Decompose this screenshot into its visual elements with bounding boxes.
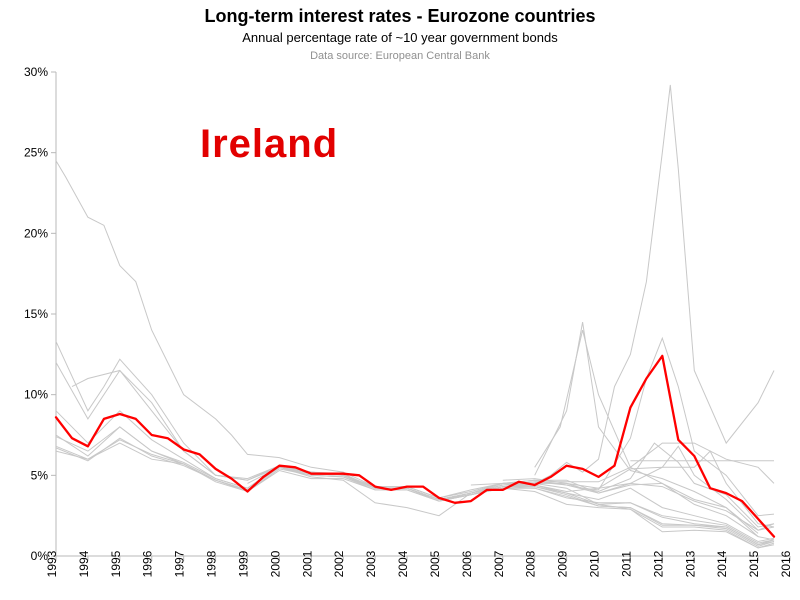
- x-tick-label: 1998: [205, 550, 219, 577]
- y-tick-label: 15%: [24, 307, 48, 321]
- y-tick-label: 10%: [24, 388, 48, 402]
- x-tick-label: 2009: [556, 550, 570, 577]
- chart-title: Long-term interest rates - Eurozone coun…: [0, 6, 800, 27]
- x-tick-label: 1994: [77, 550, 91, 577]
- series-latvia: [535, 330, 758, 536]
- x-tick-label: 1999: [236, 550, 250, 577]
- x-tick-label: 1997: [173, 550, 187, 577]
- x-tick-label: 2001: [300, 550, 314, 577]
- chart-plot: 0%5%10%15%20%25%30%199319941995199619971…: [0, 0, 800, 600]
- x-tick-label: 2010: [588, 550, 602, 577]
- y-tick-label: 25%: [24, 146, 48, 160]
- series-spain: [56, 362, 774, 530]
- x-tick-label: 2011: [619, 551, 633, 577]
- series-lithuania: [535, 322, 758, 533]
- x-tick-label: 2000: [268, 550, 282, 577]
- x-tick-label: 2016: [779, 550, 793, 577]
- x-tick-label: 2005: [428, 550, 442, 577]
- x-tick-label: 2015: [747, 550, 761, 577]
- y-tick-label: 20%: [24, 226, 48, 240]
- x-tick-label: 1996: [141, 550, 155, 577]
- x-tick-label: 2014: [715, 550, 729, 577]
- series-cyprus: [535, 443, 774, 483]
- x-tick-label: 2008: [524, 550, 538, 577]
- x-tick-label: 2004: [396, 550, 410, 577]
- y-tick-label: 30%: [24, 65, 48, 79]
- x-tick-label: 2002: [332, 550, 346, 577]
- x-tick-label: 2013: [683, 550, 697, 577]
- x-tick-label: 1995: [109, 550, 123, 577]
- series-greece: [56, 85, 774, 498]
- x-tick-label: 2006: [460, 550, 474, 577]
- series-italy: [56, 341, 774, 527]
- x-tick-label: 2007: [492, 550, 506, 577]
- series-germany: [56, 443, 774, 548]
- chart-source: Data source: European Central Bank: [0, 50, 800, 62]
- series-finland: [56, 411, 774, 547]
- x-tick-label: 2003: [364, 550, 378, 577]
- y-tick-label: 5%: [31, 468, 49, 482]
- x-tick-label: 2012: [651, 550, 665, 577]
- x-tick-label: 1993: [45, 550, 59, 577]
- chart-container: Long-term interest rates - Eurozone coun…: [0, 0, 800, 600]
- highlight-label: Ireland: [200, 122, 338, 167]
- chart-subtitle: Annual percentage rate of ~10 year gover…: [0, 30, 800, 45]
